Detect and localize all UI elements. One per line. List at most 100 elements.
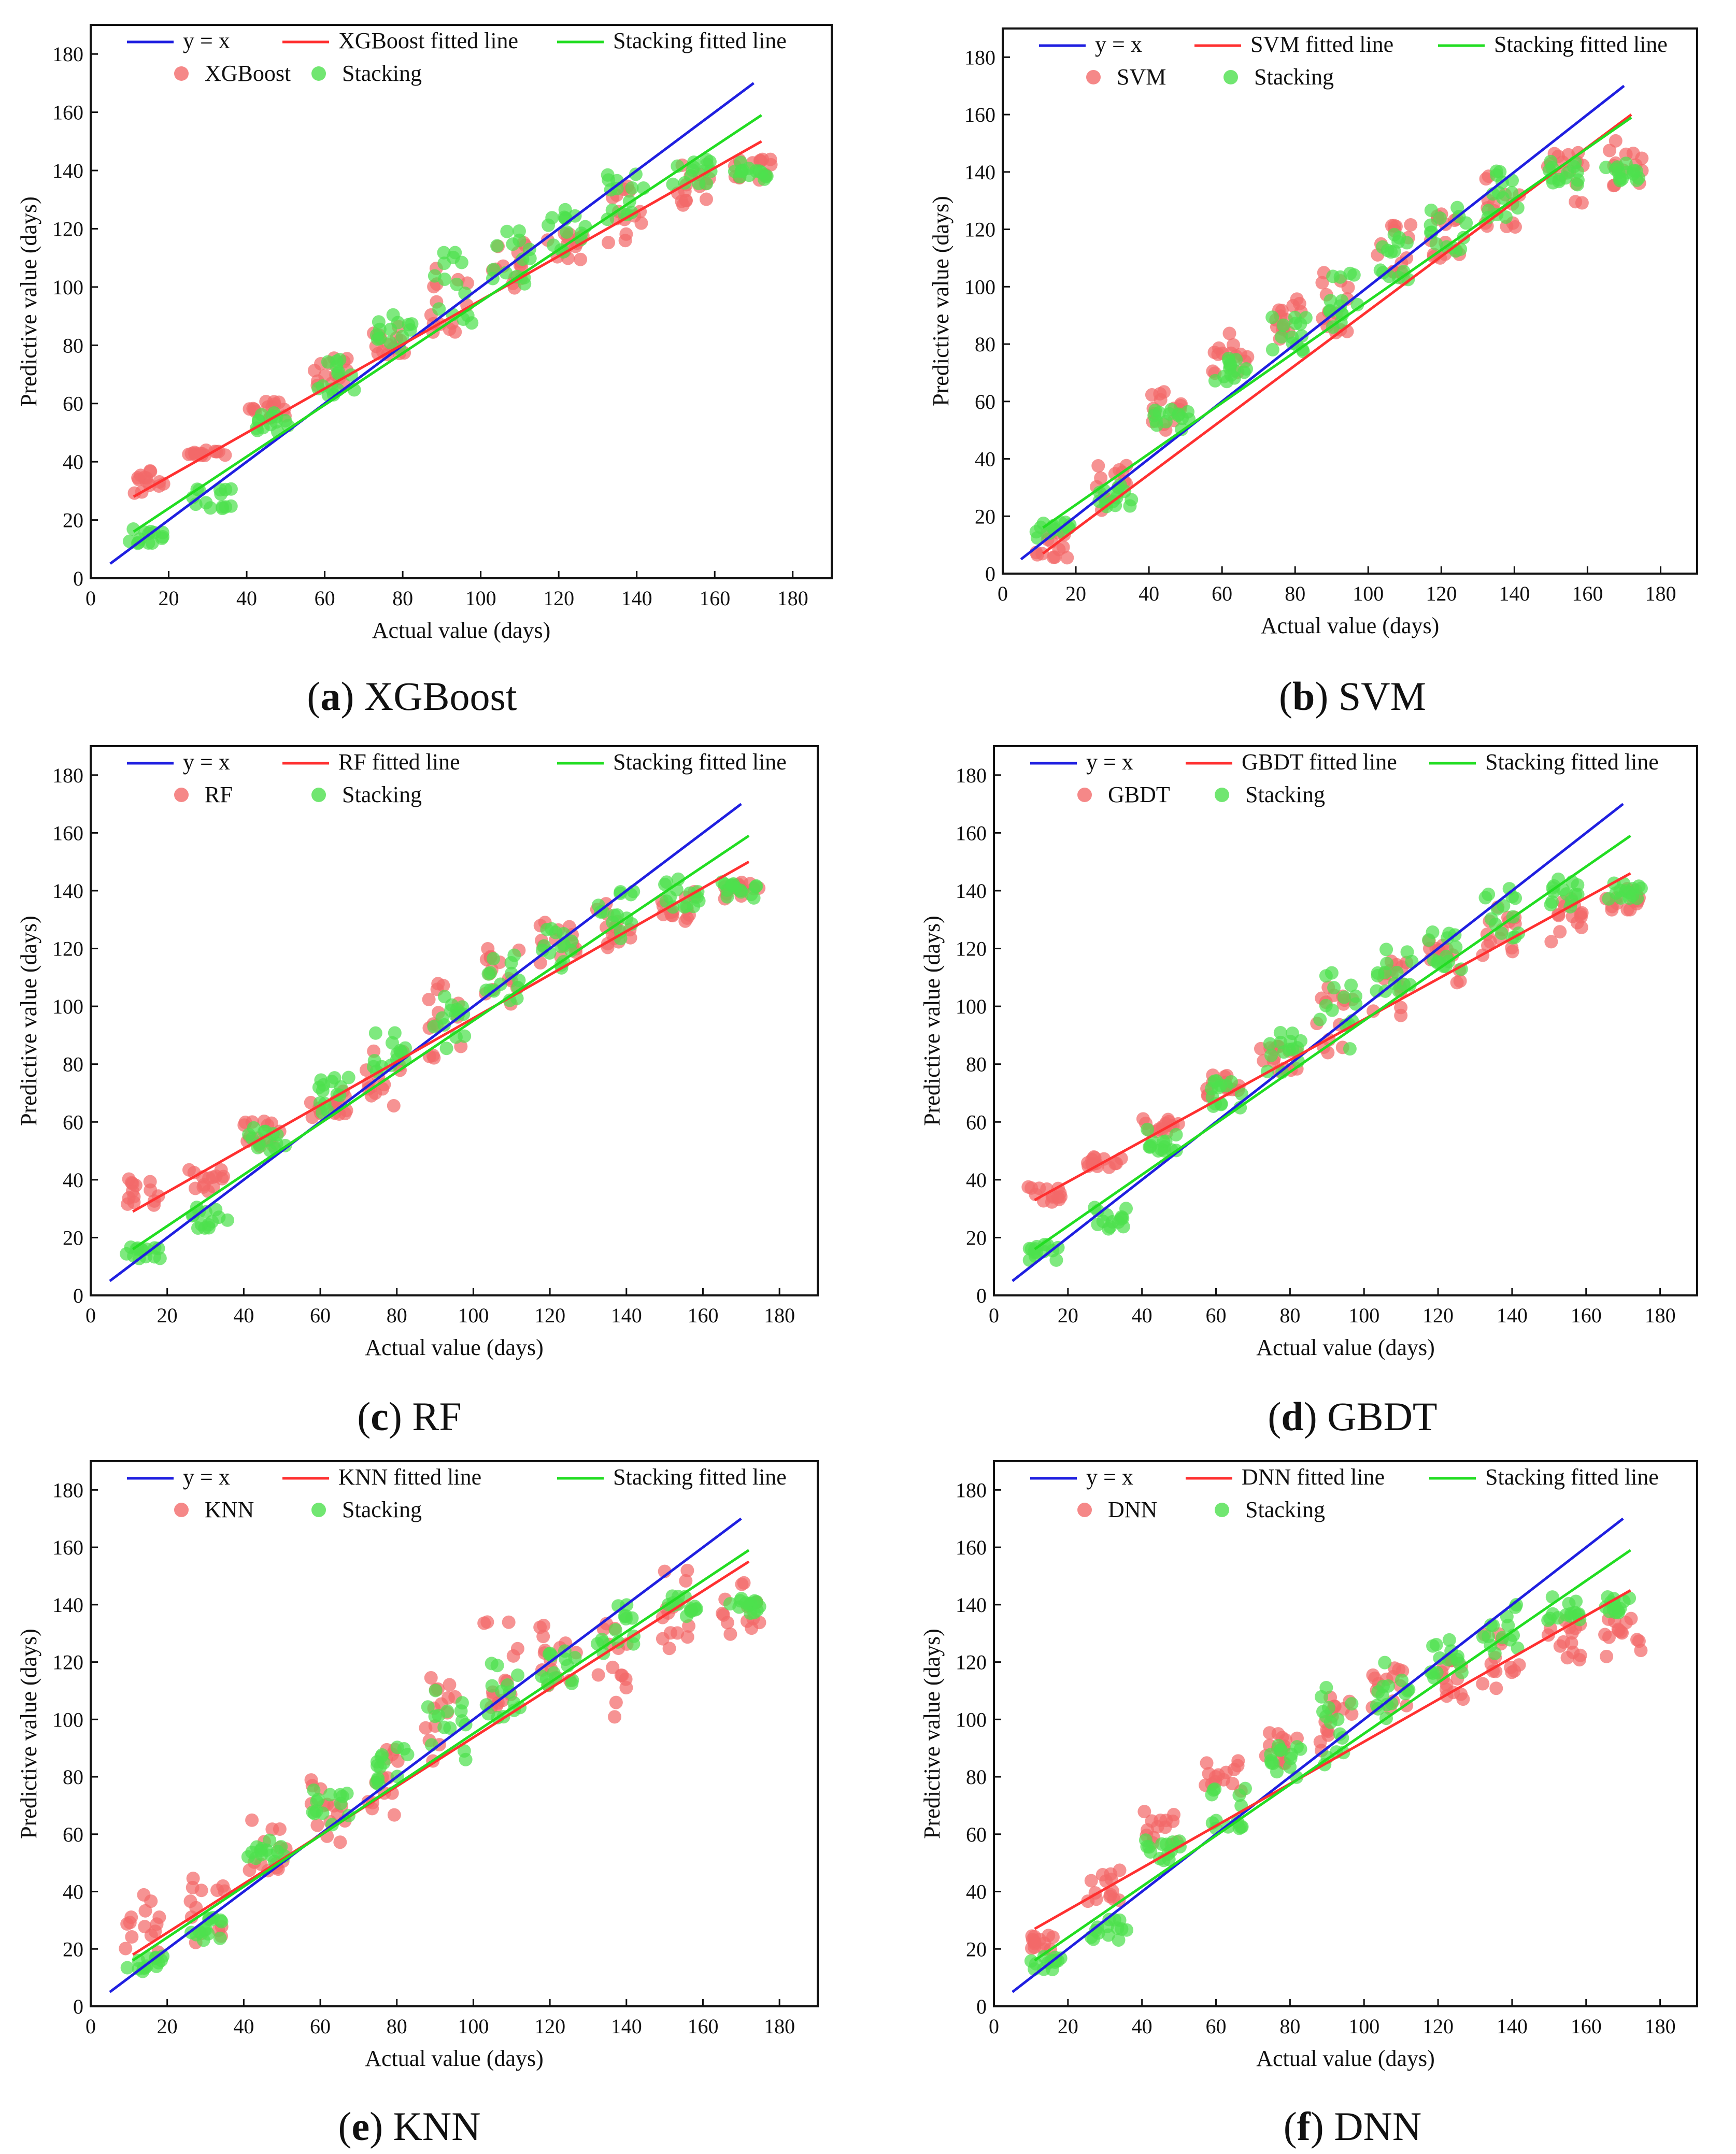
stacking-fit-line — [1034, 834, 1631, 1250]
stacking-point — [1208, 374, 1222, 388]
stacking-point — [437, 1720, 451, 1734]
model-point — [243, 1863, 257, 1877]
stacking-point — [1450, 201, 1464, 215]
model-point — [196, 1180, 210, 1194]
stacking-point — [625, 181, 639, 195]
stacking-point — [504, 966, 518, 980]
model-point — [606, 1660, 620, 1674]
legend-marker-model-points — [1077, 788, 1092, 802]
x-tick-label: 40 — [236, 587, 257, 610]
stacking-point — [212, 1210, 226, 1224]
stacking-point — [331, 366, 345, 380]
plot-frame — [993, 1460, 1698, 2007]
model-point — [1553, 1639, 1567, 1653]
stacking-point — [1290, 1041, 1304, 1055]
stacking-point — [1380, 1697, 1394, 1711]
model-point — [1222, 326, 1236, 340]
x-tick-label: 20 — [157, 1304, 178, 1327]
stacking-point — [242, 1128, 256, 1142]
stacking-point — [543, 1647, 557, 1661]
stacking-point — [393, 1044, 407, 1058]
model-point — [662, 1642, 676, 1656]
model-point — [273, 1822, 287, 1836]
stacking-point — [1264, 1756, 1278, 1770]
model-point — [1227, 338, 1241, 352]
stacking-point — [1481, 1630, 1495, 1644]
stacking-point — [629, 167, 643, 181]
y-axis-title: Predictive value (days) — [16, 916, 41, 1126]
model-point — [537, 1619, 551, 1633]
stacking-point — [733, 1594, 747, 1608]
legend-label-identity: y = x — [183, 28, 230, 53]
model-point — [1394, 1008, 1408, 1022]
y-tick-label: 0 — [976, 1284, 987, 1307]
x-tick-label: 140 — [1497, 1304, 1528, 1327]
stacking-point — [1273, 1025, 1287, 1039]
x-tick-label: 160 — [1571, 1304, 1602, 1327]
stacking-point — [437, 272, 451, 286]
x-tick-label: 40 — [233, 1304, 254, 1327]
model-point — [138, 1920, 152, 1934]
model-point — [502, 1615, 516, 1629]
caption-letter: e — [351, 2104, 369, 2149]
y-tick-label: 140 — [52, 879, 83, 903]
stacking-point — [1547, 885, 1561, 898]
stacking-point — [204, 1913, 218, 1927]
model-point — [1095, 1868, 1109, 1882]
stacking-point — [608, 1623, 622, 1637]
stacking-fit-line — [1034, 1549, 1631, 1962]
stacking-fit-line — [1042, 116, 1632, 529]
stacking-point — [1224, 1075, 1238, 1089]
legend-label-identity: y = x — [1086, 749, 1133, 775]
model-point — [443, 1678, 457, 1692]
plot-frame — [993, 745, 1698, 1296]
x-tick-label: 20 — [1058, 2015, 1078, 2038]
y-tick-label: 40 — [966, 1880, 987, 1904]
caption-letter: c — [371, 1394, 389, 1439]
model-point — [1137, 1805, 1151, 1819]
stacking-point — [487, 263, 501, 277]
stacking-point — [1482, 887, 1496, 901]
y-tick-label: 100 — [52, 1708, 83, 1731]
stacking-point — [333, 352, 347, 366]
stacking-point — [213, 1931, 227, 1945]
x-tick-label: 140 — [1499, 582, 1530, 605]
stacking-point — [1627, 164, 1641, 178]
model-point — [1553, 925, 1567, 939]
model-point — [1507, 1664, 1521, 1678]
model-point — [1321, 1728, 1335, 1742]
stacking-point — [1510, 1597, 1524, 1611]
stacking-point — [1509, 891, 1522, 905]
stacking-point — [1141, 1122, 1155, 1136]
y-tick-label: 140 — [956, 879, 987, 903]
stacking-point — [1400, 236, 1414, 250]
model-point — [679, 1574, 693, 1588]
stacking-point — [560, 225, 574, 239]
model-point — [1544, 935, 1558, 949]
plot-frame — [90, 24, 833, 579]
model-point — [1489, 1681, 1503, 1695]
y-tick-label: 180 — [956, 764, 987, 787]
x-tick-label: 40 — [1132, 2015, 1152, 2038]
chart-panel-b: 0 20 40 60 80 100 120 140 160 180 0 20 40 60 80 100 120 1… — [928, 27, 1698, 719]
stacking-point — [759, 169, 773, 183]
legend-label-model-points: XGBoost — [205, 61, 291, 86]
caption-text: RF — [412, 1394, 461, 1439]
stacking-point — [1325, 966, 1339, 980]
model-point — [1052, 1192, 1066, 1206]
model-point — [1454, 1687, 1468, 1701]
stacking-point — [1609, 1605, 1623, 1619]
legend-label-model-points: SVM — [1117, 64, 1166, 90]
legend-marker-stacking-points — [311, 788, 326, 802]
legend: y = x KNN fitted line Stacking fitted line… — [127, 1464, 787, 1522]
caption-text: KNN — [393, 2104, 481, 2149]
stacking-point — [153, 1251, 167, 1265]
stacking-point — [1147, 408, 1161, 422]
stacking-point — [1028, 1249, 1042, 1263]
stacking-point — [545, 922, 559, 936]
model-point — [1290, 292, 1304, 306]
stacking-point — [1430, 955, 1444, 969]
legend-label-stacking-points: Stacking — [342, 1497, 422, 1522]
stacking-point — [595, 1633, 609, 1647]
x-tick-label: 120 — [543, 587, 574, 610]
